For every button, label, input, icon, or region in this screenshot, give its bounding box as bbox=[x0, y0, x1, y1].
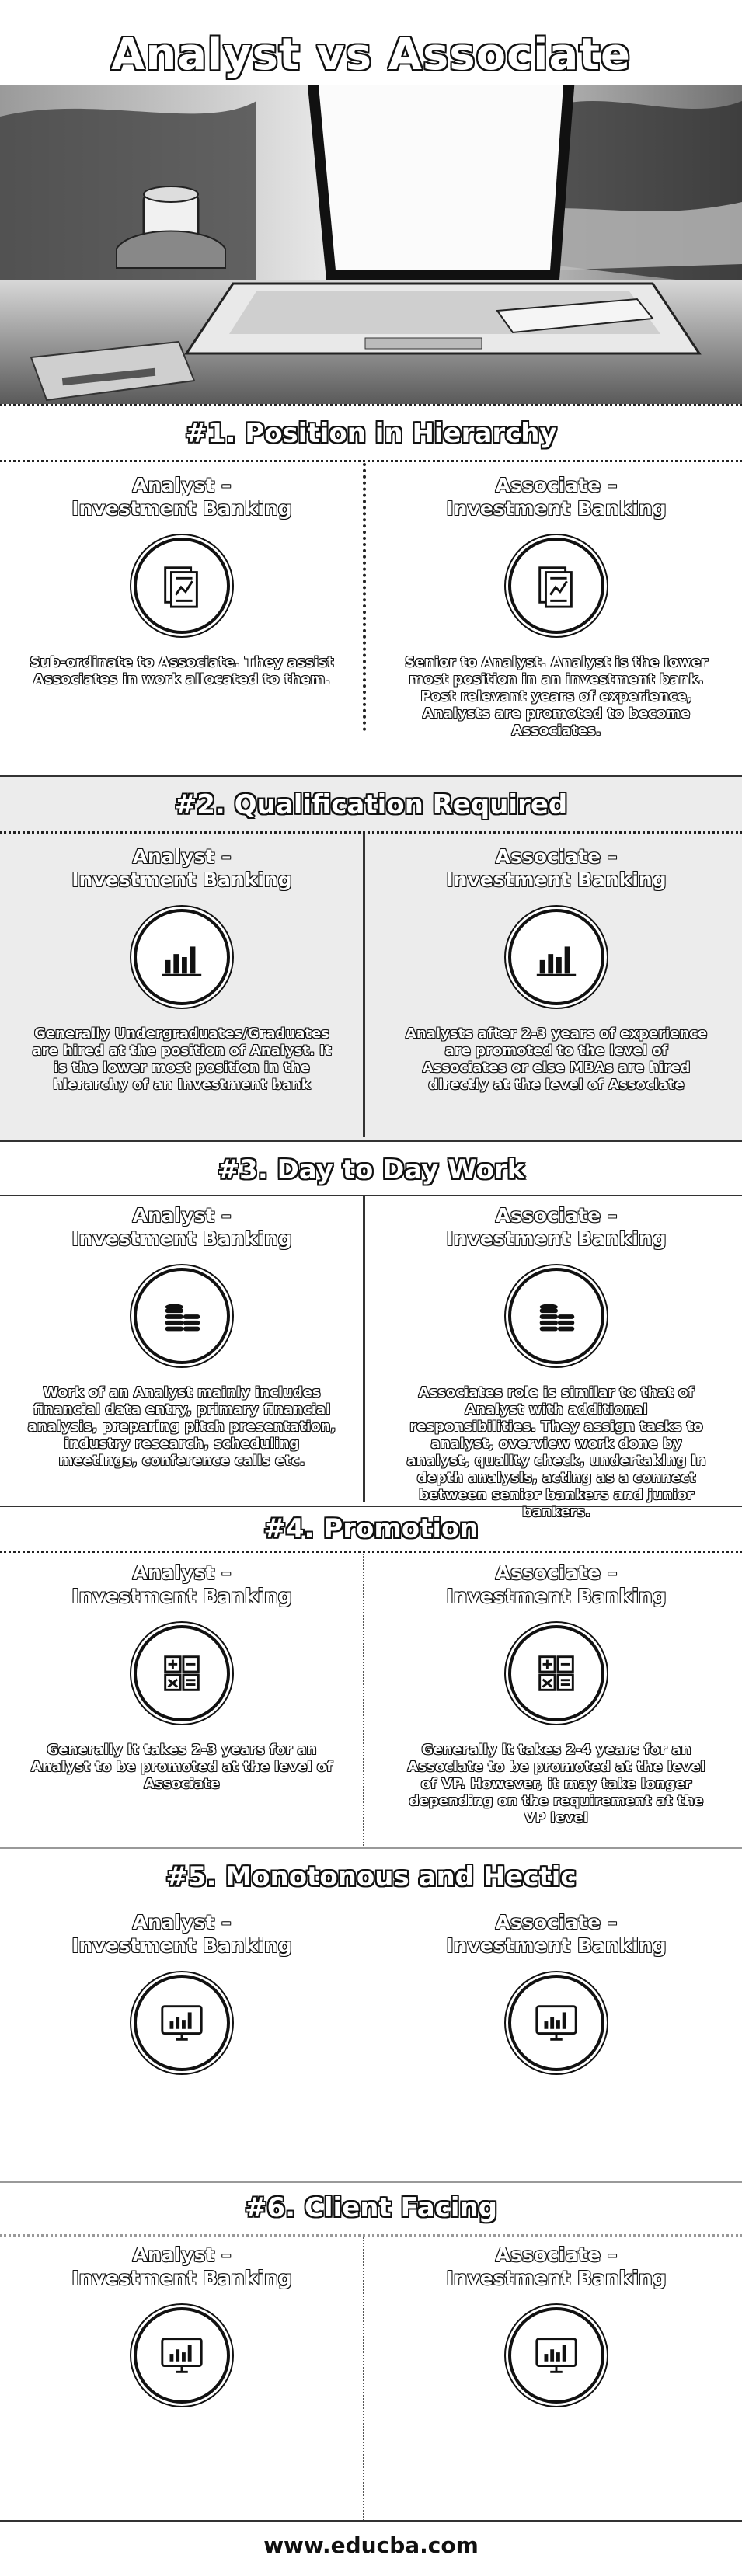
column-heading-line1: Analyst – bbox=[132, 2244, 232, 2266]
column-divider bbox=[363, 834, 365, 1137]
analyst-column: Analyst – Investment Banking Generally U… bbox=[11, 845, 353, 1094]
analyst-column: Analyst – Investment Banking Sub-ordinat… bbox=[11, 474, 353, 688]
column-heading-line2: Investment Banking bbox=[71, 869, 292, 891]
document-chart-icon bbox=[508, 538, 604, 634]
column-heading-line2: Investment Banking bbox=[446, 1227, 667, 1250]
section-divider bbox=[0, 831, 742, 834]
column-heading-line2: Investment Banking bbox=[446, 1585, 667, 1607]
analyst-column: Analyst – Investment Banking Generally i… bbox=[11, 1561, 353, 1793]
section-title: #1. Position in Hierarchy bbox=[185, 418, 557, 449]
analyst-column: Analyst – Investment Banking bbox=[11, 2244, 353, 2424]
column-heading-line1: Associate – bbox=[495, 474, 618, 496]
bar-chart-icon bbox=[134, 909, 230, 1005]
section-divider bbox=[0, 1847, 742, 1849]
calculator-icon bbox=[134, 1625, 230, 1721]
analyst-column: Analyst – Investment Banking Work of an … bbox=[11, 1204, 353, 1470]
associate-column: Associate – Investment Banking Analysts … bbox=[385, 845, 727, 1094]
column-heading-line1: Associate – bbox=[495, 845, 618, 868]
column-heading-line2: Investment Banking bbox=[446, 1934, 667, 1957]
page-title: Analyst vs Associate bbox=[110, 30, 632, 80]
section-title: #6. Client Facing bbox=[244, 2192, 498, 2223]
section-divider bbox=[0, 460, 742, 462]
column-divider bbox=[363, 463, 366, 731]
section-divider bbox=[0, 404, 742, 406]
section-title: #4. Promotion bbox=[263, 1513, 479, 1544]
associate-column: Associate – Investment Banking bbox=[385, 2244, 727, 2424]
monitor-chart-icon bbox=[134, 2307, 230, 2404]
section-promotion: #4. Promotion Analyst – Investment Banki… bbox=[0, 1506, 742, 1847]
column-heading-line1: Analyst – bbox=[132, 1911, 232, 1934]
section-position-in-hierarchy: #1. Position in Hierarchy Analyst – Inve… bbox=[0, 404, 742, 739]
laptop-desk-illustration bbox=[0, 85, 742, 404]
analyst-column: Analyst – Investment Banking bbox=[11, 1911, 353, 2091]
column-heading-line1: Analyst – bbox=[132, 845, 232, 868]
monitor-chart-icon bbox=[508, 1975, 604, 2071]
column-divider bbox=[363, 1196, 365, 1502]
column-heading-line1: Associate – bbox=[495, 1561, 618, 1584]
associate-column: Associate – Investment Banking Generally… bbox=[385, 1561, 727, 1827]
coins-icon bbox=[134, 1268, 230, 1364]
column-heading-line2: Investment Banking bbox=[446, 869, 667, 891]
column-divider bbox=[363, 1554, 364, 1846]
section-divider bbox=[0, 1195, 742, 1196]
column-heading-line2: Investment Banking bbox=[71, 1934, 292, 1957]
associate-column: Associate – Investment Banking bbox=[385, 1911, 727, 2091]
section-title: #2. Qualification Required bbox=[174, 789, 568, 820]
section-divider bbox=[0, 1506, 742, 1507]
section-divider bbox=[0, 2234, 742, 2237]
column-description: Senior to Analyst. Analyst is the lower … bbox=[405, 654, 708, 739]
column-description: Generally it takes 2-3 years for an Anal… bbox=[30, 1742, 333, 1792]
column-description: Sub-ordinate to Associate. They assist A… bbox=[30, 654, 334, 688]
section-client-facing: #6. Client Facing Analyst – Investment B… bbox=[0, 2181, 742, 2523]
monitor-chart-icon bbox=[134, 1975, 230, 2071]
section-divider bbox=[0, 1140, 742, 1142]
section-title: #5. Monotonous and Hectic bbox=[165, 1861, 577, 1892]
column-heading-line2: Investment Banking bbox=[71, 1227, 292, 1250]
section-qualification-required: #2. Qualification Required Analyst – Inv… bbox=[0, 775, 742, 1140]
section-title: #3. Day to Day Work bbox=[217, 1154, 525, 1185]
column-heading-line1: Associate – bbox=[495, 1911, 618, 1934]
section-divider bbox=[0, 1551, 742, 1553]
column-heading-line1: Analyst – bbox=[132, 474, 232, 496]
column-description: Generally Undergraduates/Graduates are h… bbox=[32, 1025, 332, 1093]
bar-chart-icon bbox=[508, 909, 604, 1005]
section-monotonous-and-hectic: #5. Monotonous and Hectic Analyst – Inve… bbox=[0, 1847, 742, 2181]
column-divider bbox=[363, 2237, 364, 2520]
column-description: Associates role is similar to that of An… bbox=[406, 1384, 706, 1520]
column-heading-line2: Investment Banking bbox=[446, 497, 667, 520]
column-heading-line2: Investment Banking bbox=[71, 497, 292, 520]
column-heading-line2: Investment Banking bbox=[71, 2267, 292, 2289]
footer-url[interactable]: www.educba.com bbox=[263, 2532, 479, 2558]
column-heading-line1: Analyst – bbox=[132, 1204, 232, 1227]
section-day-to-day-work: #3. Day to Day Work Analyst – Investment… bbox=[0, 1140, 742, 1520]
monitor-chart-icon bbox=[508, 2307, 604, 2404]
section-divider bbox=[0, 2181, 742, 2183]
associate-column: Associate – Investment Banking Associate… bbox=[385, 1204, 727, 1521]
column-description: Work of an Analyst mainly includes finan… bbox=[27, 1384, 336, 1469]
associate-column: Associate – Investment Banking Senior to… bbox=[385, 474, 727, 740]
column-heading-line2: Investment Banking bbox=[71, 1585, 292, 1607]
coins-icon bbox=[508, 1268, 604, 1364]
section-divider bbox=[0, 2520, 742, 2522]
column-description: Analysts after 2-3 years of experience a… bbox=[405, 1025, 708, 1093]
hero-banner: Analyst vs Associate bbox=[0, 0, 742, 404]
column-description: Generally it takes 2-4 years for an Asso… bbox=[407, 1742, 705, 1826]
column-heading-line1: Associate – bbox=[495, 2244, 618, 2266]
calculator-icon bbox=[508, 1625, 604, 1721]
document-chart-icon bbox=[134, 538, 230, 634]
column-heading-line2: Investment Banking bbox=[446, 2267, 667, 2289]
column-heading-line1: Analyst – bbox=[132, 1561, 232, 1584]
section-divider bbox=[0, 775, 742, 777]
column-heading-line1: Associate – bbox=[495, 1204, 618, 1227]
